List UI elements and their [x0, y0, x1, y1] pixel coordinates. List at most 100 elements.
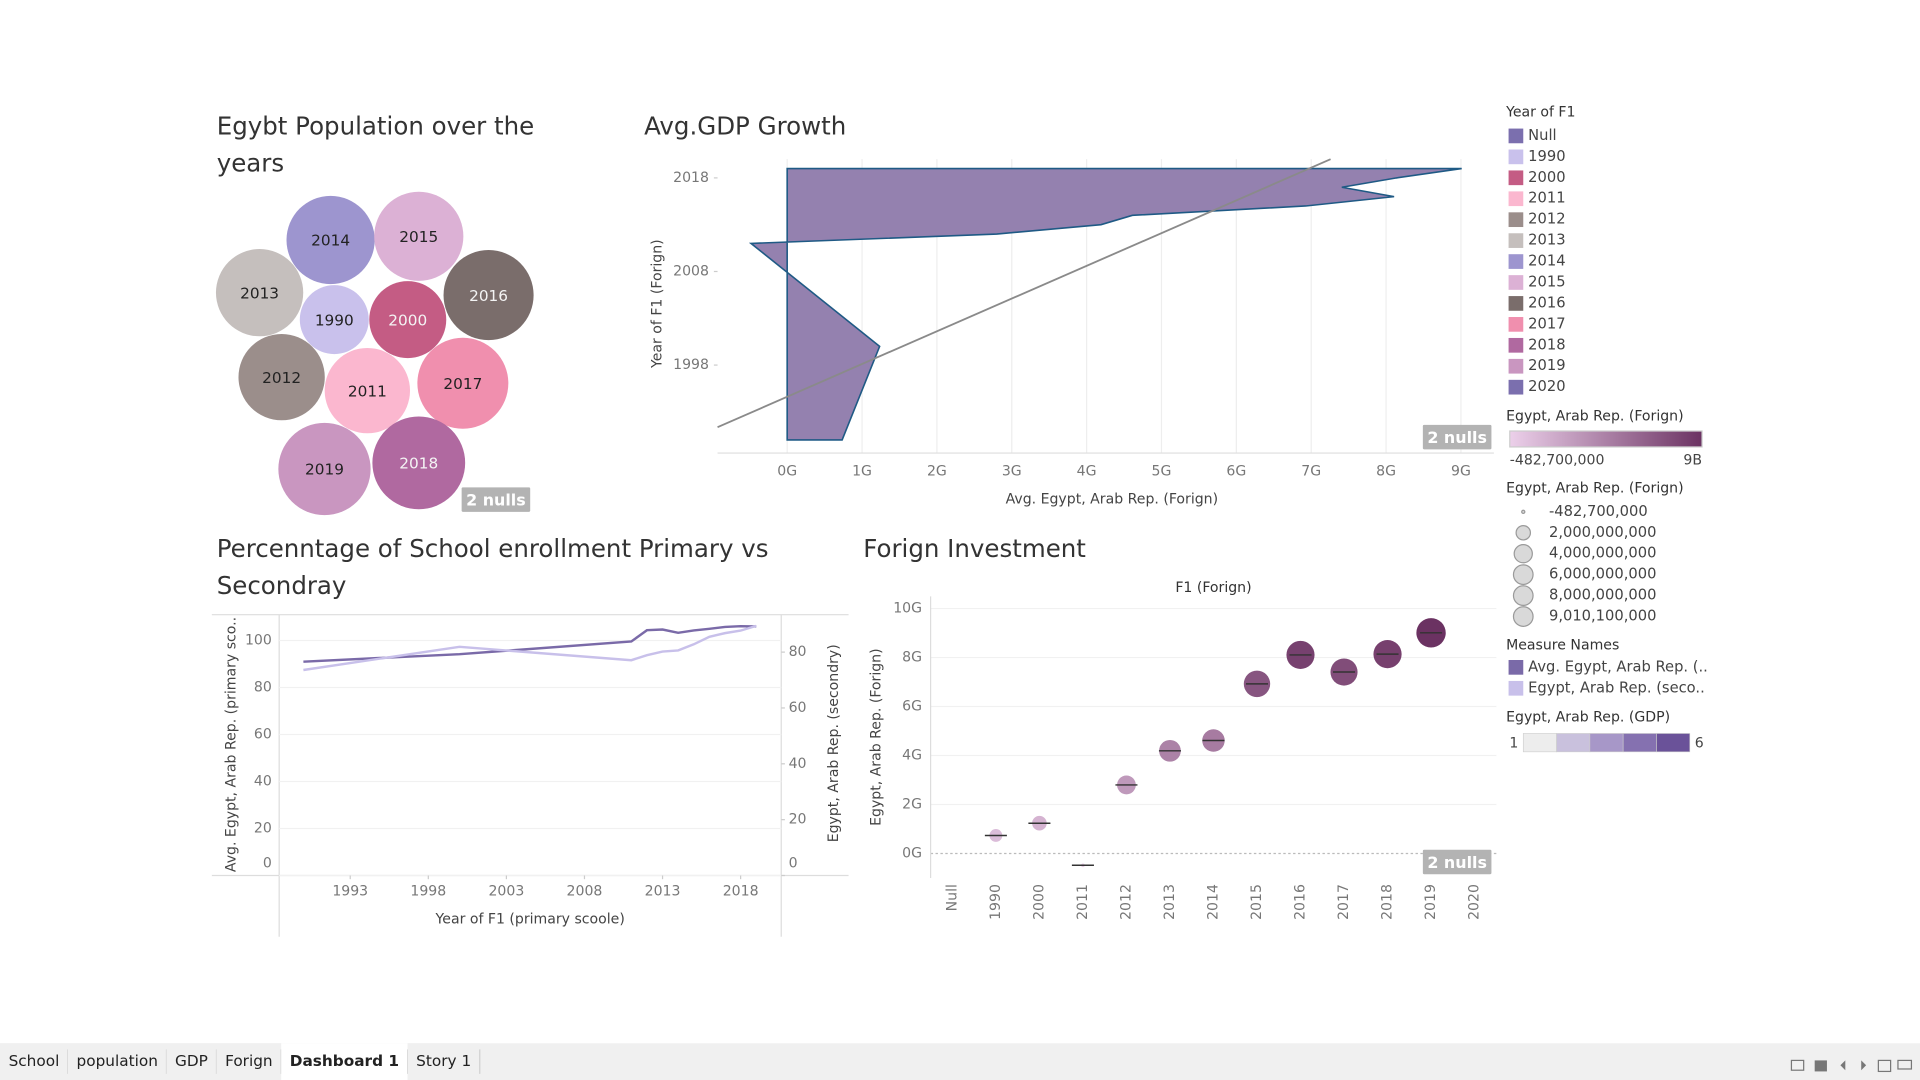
legend-swatch: [1508, 233, 1524, 248]
tab[interactable]: population: [67, 1043, 168, 1080]
bubble-label: 1990: [315, 311, 354, 329]
x-tick-label: Null: [944, 884, 960, 911]
y-tick-label: 100: [245, 633, 272, 649]
tab-background: [281, 1043, 408, 1080]
trend-line: [717, 158, 1331, 429]
y-axis-title: Year of F1 (Forign): [650, 239, 666, 369]
x-tick-label: 2G: [927, 463, 947, 479]
bubble: [324, 347, 411, 434]
y2-tick-label: 0: [789, 855, 798, 871]
tab[interactable]: GDP: [166, 1043, 218, 1080]
gdp-step: [1556, 733, 1591, 753]
x-tick-label: 2015: [1249, 884, 1265, 920]
legend-label: 2019: [1528, 357, 1565, 374]
tab[interactable]: Forign: [216, 1043, 282, 1080]
chart-title: Avg.GDP Growth: [644, 111, 847, 141]
legend-swatch: [1508, 317, 1524, 332]
legend-title: Egypt, Arab Rep. (GDP): [1506, 710, 1670, 726]
x-tick-label: 2013: [645, 883, 681, 899]
size-swatch: [1513, 544, 1533, 564]
legend-title: Year of F1: [1505, 105, 1575, 121]
y-tick-label: 2008: [673, 263, 709, 279]
legend-swatch: [1508, 379, 1524, 395]
icon: [1790, 1059, 1805, 1071]
legend-title: Measure Names: [1506, 637, 1619, 653]
x-tick-label: 2013: [1162, 884, 1178, 920]
chart-title: Egybt Population over the years: [216, 111, 535, 178]
x-tick-label: 1993: [332, 883, 368, 899]
tab[interactable]: School: [0, 1043, 69, 1080]
x-tick-label: 8G: [1376, 463, 1396, 479]
tab-label[interactable]: population: [77, 1052, 158, 1070]
legend-swatch: [1508, 337, 1524, 353]
x-tick-label: 0G: [777, 463, 797, 479]
legend-swatch: [1508, 275, 1524, 290]
legend-label: 2015: [1528, 273, 1565, 290]
y-tick-label: 8G: [902, 650, 922, 666]
bubble: [215, 249, 304, 337]
tab-background: [216, 1043, 282, 1080]
bubble: [286, 195, 375, 285]
bubble-label: 2016: [469, 287, 508, 305]
y-axis-title: Egypt, Arab Rep. (Forign): [869, 648, 885, 825]
null-badge: [1422, 424, 1492, 450]
chart-title-box: Percenntage of School enrollment Primary…: [216, 533, 769, 600]
tab-label[interactable]: Dashboard 1: [290, 1052, 399, 1070]
toolbar-icons: [1790, 1059, 1913, 1073]
bubble: [238, 334, 325, 421]
bubble-label: 2019: [305, 461, 344, 479]
x-tick-label: 2018: [1380, 884, 1396, 920]
size-swatch: [1512, 585, 1534, 606]
bubble: [374, 191, 464, 281]
legend-swatch: [1508, 191, 1524, 207]
y-tick-label: 0G: [902, 845, 922, 861]
legend-swatch: [1508, 296, 1524, 311]
x-tick-label: 3G: [1002, 463, 1022, 479]
tab-label[interactable]: Story 1: [416, 1052, 471, 1070]
y2-tick-label: 80: [789, 644, 807, 660]
x-tick-label: 5G: [1152, 463, 1172, 479]
null-badge-label: 2 nulls: [1427, 428, 1487, 447]
legend-swatch: [1508, 660, 1524, 675]
x-tick-label: 2017: [1336, 884, 1352, 920]
tab[interactable]: Story 1: [407, 1043, 481, 1080]
legend-swatch: [1508, 358, 1524, 374]
y-tick-label: 4G: [902, 748, 922, 764]
chart-title-box: Egybt Population over the years: [216, 111, 535, 178]
x-tick-label: 2020: [1467, 884, 1483, 920]
legend-swatch: [1508, 254, 1524, 269]
y-tick-label: 60: [254, 727, 272, 743]
legend-label: 2020: [1528, 378, 1565, 395]
chart-title-box: Avg.GDP Growth: [644, 111, 847, 141]
tab-label[interactable]: School: [9, 1052, 60, 1070]
gdp-step: [1589, 733, 1624, 753]
legend-label: 2,000,000,000: [1549, 524, 1656, 541]
null-badge-label: 2 nulls: [1427, 853, 1487, 872]
legend-label: 2018: [1528, 336, 1565, 353]
x-tick-label: 2019: [1423, 884, 1439, 920]
legend-label: 2000: [1528, 169, 1565, 186]
tab-label[interactable]: GDP: [175, 1052, 208, 1070]
legend-swatch: [1508, 170, 1524, 186]
chart-title: Percenntage of School enrollment Primary…: [216, 533, 769, 600]
legend-label: 2014: [1528, 253, 1565, 270]
y-tick-label: 20: [254, 821, 272, 837]
gdp-step: [1622, 733, 1657, 753]
bubble: [299, 285, 369, 355]
tab-label[interactable]: Forign: [225, 1052, 273, 1070]
x-tick-label: 1990: [988, 884, 1004, 920]
legend-swatch: [1508, 212, 1524, 228]
bubble-label: 2000: [388, 311, 427, 329]
bubble: [278, 422, 371, 516]
legend-label: 4,000,000,000: [1549, 545, 1656, 562]
y-axis-title: Avg. Egypt, Arab Rep. (primary sco..: [223, 617, 239, 872]
x-axis-title: Avg. Egypt, Arab Rep. (Forign): [1006, 492, 1219, 508]
bubble-label: 2015: [399, 228, 438, 246]
tab[interactable]: Dashboard 1: [281, 1043, 409, 1080]
gdp-step: [1656, 733, 1691, 753]
x-tick-label: 1G: [852, 463, 872, 479]
icon: [1840, 1060, 1846, 1071]
icon: [1861, 1060, 1867, 1071]
tab-background: [67, 1043, 167, 1080]
